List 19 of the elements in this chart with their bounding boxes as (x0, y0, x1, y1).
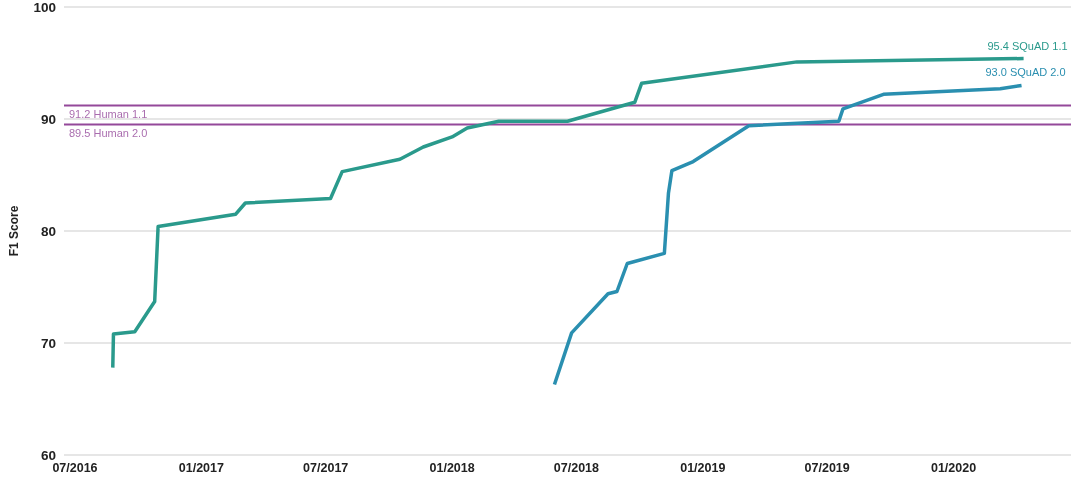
x-tick-label: 01/2020 (930, 460, 977, 475)
line-series (552, 83, 1024, 387)
x-tick-label: 01/2017 (178, 460, 225, 475)
x-tick-label: 07/2019 (804, 460, 850, 475)
x-tick-label: 01/2019 (680, 460, 726, 475)
ref-line-label: 89.5 Human 2.0 (69, 127, 148, 140)
annotation: 93.0 SQuAD 2.0 (985, 66, 1066, 79)
x-tick-label: 01/2018 (429, 460, 475, 475)
x-tick-label: 07/2016 (52, 460, 98, 475)
y-axis-title: F1 Score (7, 205, 22, 257)
y-tick-label: 90 (40, 111, 56, 127)
y-tick-label: 100 (33, 0, 56, 15)
ref-line-label: 91.2 Human 1.1 (69, 108, 148, 121)
x-tick-label: 07/2017 (303, 460, 349, 475)
annotation: 95.4 SQuAD 1.1 (987, 39, 1068, 52)
x-tick-label: 07/2018 (553, 460, 600, 475)
y-tick-label: 70 (40, 335, 56, 351)
y-tick-label: 60 (40, 447, 56, 463)
y-tick-label: 80 (40, 223, 56, 239)
